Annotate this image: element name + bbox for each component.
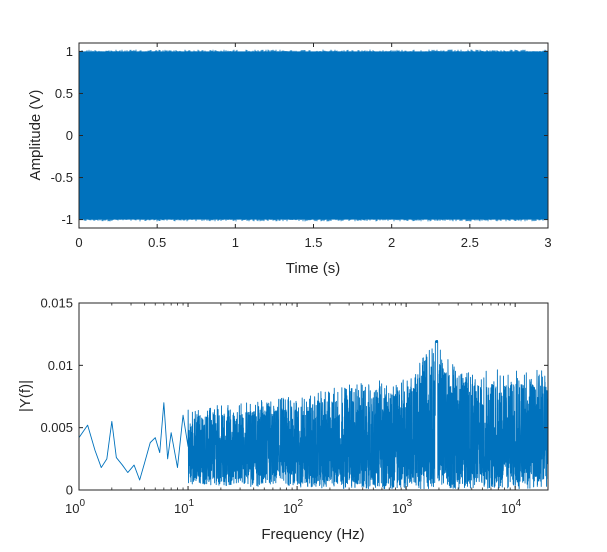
time-y-ticks: -1 -0.5 0 0.5 1 bbox=[51, 44, 548, 227]
time-x-tick-label: 3 bbox=[544, 235, 551, 250]
spectrum-x-tick-label: 101 bbox=[174, 498, 194, 516]
spectrum-x-tick-label: 104 bbox=[501, 498, 521, 516]
time-signal-series bbox=[78, 49, 549, 222]
time-x-ticks: 0 0.5 1 1.5 2 2.5 3 bbox=[75, 43, 552, 250]
time-y-tick-label: -0.5 bbox=[51, 170, 73, 185]
time-domain-axes: 0 0.5 1 1.5 2 2.5 3 -1 -0.5 0 0.5 1 Time (s) Ampli… bbox=[27, 42, 552, 277]
spectrum-x-tick-label: 102 bbox=[283, 498, 303, 516]
time-x-tick-label: 1 bbox=[232, 235, 239, 250]
spectrum-axes: 100 101 102 103 104 0 0.005 0.01 0.015 Frequenc… bbox=[17, 296, 549, 543]
time-y-tick-label: 0 bbox=[66, 128, 73, 143]
spectrum-series bbox=[78, 339, 549, 490]
spectrum-line bbox=[78, 339, 549, 490]
time-x-tick-label: 2.5 bbox=[461, 235, 479, 250]
time-x-tick-label: 1.5 bbox=[304, 235, 322, 250]
spectrum-y-axis-label: |Y(f)| bbox=[17, 380, 34, 412]
time-y-tick-label: 0.5 bbox=[55, 86, 73, 101]
spectrum-x-tick-label: 103 bbox=[392, 498, 412, 516]
spectrum-y-ticks: 0 0.005 0.01 0.015 bbox=[40, 296, 548, 498]
spectrum-x-axis-label: Frequency (Hz) bbox=[261, 526, 364, 543]
time-x-tick-label: 0.5 bbox=[148, 235, 166, 250]
spectrum-y-tick-label: 0.005 bbox=[40, 420, 73, 435]
spectrum-x-ticks: 100 101 102 103 104 bbox=[65, 303, 522, 516]
time-y-tick-label: 1 bbox=[66, 44, 73, 59]
time-y-tick-label: -1 bbox=[61, 212, 73, 227]
time-x-tick-label: 2 bbox=[388, 235, 395, 250]
spectrum-plot-frame bbox=[78, 302, 549, 491]
spectrum-y-tick-label: 0.015 bbox=[40, 296, 73, 311]
time-x-tick-label: 0 bbox=[75, 235, 82, 250]
spectrum-x-tick-label: 100 bbox=[65, 498, 85, 516]
time-x-axis-label: Time (s) bbox=[286, 260, 340, 277]
spectrum-y-tick-label: 0.01 bbox=[48, 358, 73, 373]
spectrum-y-tick-label: 0 bbox=[66, 483, 73, 498]
time-y-axis-label: Amplitude (V) bbox=[27, 90, 44, 181]
